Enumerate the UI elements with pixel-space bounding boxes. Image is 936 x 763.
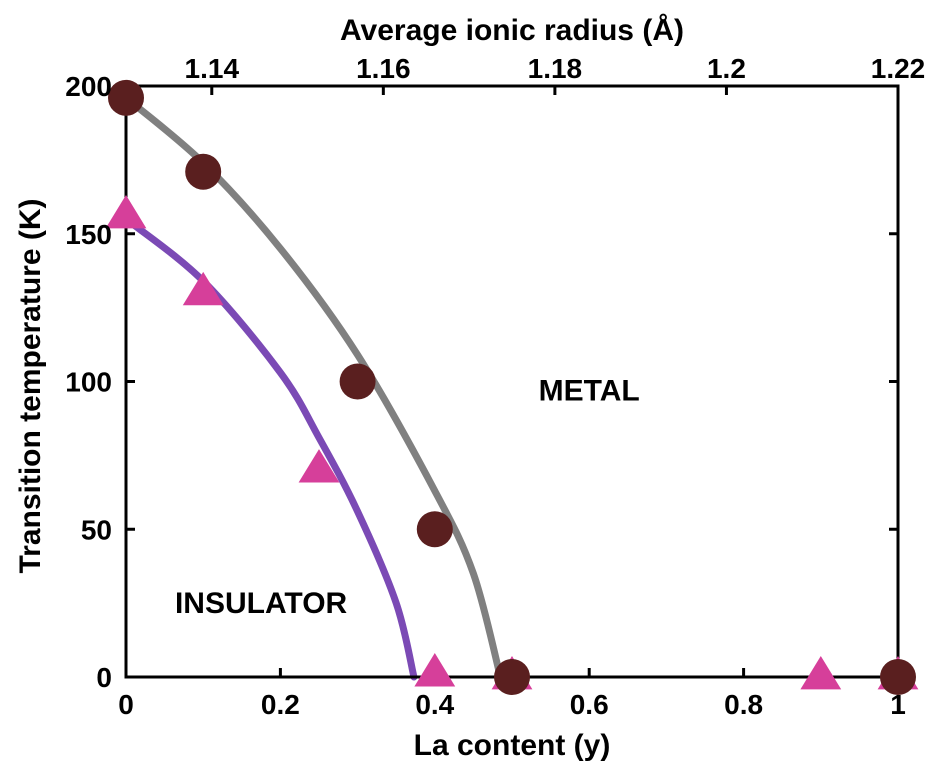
x-top-tick-label: 1.22 [871,53,926,84]
data-point-circle [339,363,376,400]
x-tick-label: 0.4 [415,689,454,720]
x-tick-label: 0 [118,689,134,720]
y-tick-label: 100 [65,367,112,398]
y-axis-title: Transition temperature (K) [14,198,47,573]
x-top-tick-label: 1.2 [707,53,746,84]
data-point-triangle [182,271,224,306]
x-top-tick-label: 1.14 [185,53,240,84]
y-tick-label: 200 [65,71,112,102]
data-point-circle [185,153,222,190]
y-tick-label: 50 [81,514,112,545]
data-point-circle [108,79,144,116]
data-point-circle [880,659,916,695]
data-point-triangle [800,656,842,690]
x-tick-label: 0.8 [724,689,763,720]
region-label-insulator: INSULATOR [175,587,348,620]
data-point-triangle [414,653,456,687]
y-tick-label: 150 [65,219,112,250]
data-points [105,79,919,695]
x-top-tick-label: 1.16 [356,53,411,84]
data-point-circle [494,659,530,695]
data-point-circle [416,511,453,548]
x-top-axis-title: Average ionic radius (Å) [340,14,684,47]
y-tick-label: 0 [96,662,112,693]
data-point-triangle [105,195,147,229]
region-label-metal: METAL [539,374,640,407]
x-tick-label: 0.6 [570,689,609,720]
x-top-tick-label: 1.18 [528,53,583,84]
x-tick-label: 1 [890,689,906,720]
tick-labels: 0 0.2 0.4 0.6 0.8 1 1.14 1.16 1.18 1.2 1.22 0 50 100 1… [65,53,925,720]
data-point-triangle [298,449,340,483]
x-tick-label: 0.2 [261,689,300,720]
x-axis-title: La content (y) [414,729,611,762]
